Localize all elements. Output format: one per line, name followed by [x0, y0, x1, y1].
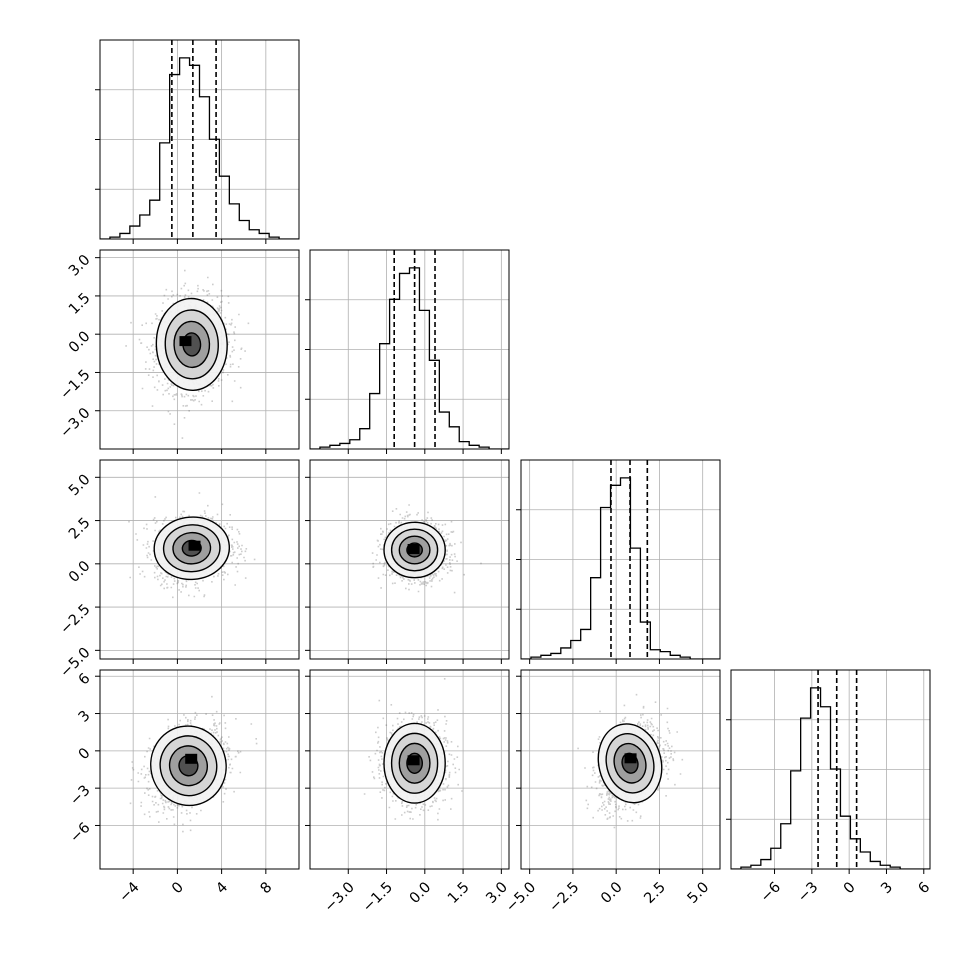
- panel-3-3: [726, 669, 931, 874]
- x-tick-label: 8: [258, 879, 276, 897]
- x-tick-label: −5.0: [503, 879, 539, 915]
- histogram-step: [731, 687, 930, 869]
- y-tick-label: −5.0: [57, 645, 93, 681]
- x-tick-label: 0: [169, 879, 187, 897]
- histogram-step: [310, 267, 509, 449]
- density-layer: [363, 678, 463, 821]
- y-tick-label: −3.0: [57, 405, 93, 441]
- panel-border: [730, 669, 931, 870]
- histogram-step: [100, 57, 299, 239]
- y-tick-label: −2.5: [57, 601, 93, 637]
- density-peak: [179, 336, 192, 347]
- y-tick-label: −6: [67, 820, 93, 846]
- panel-border: [520, 669, 721, 870]
- x-tick-label: 0: [841, 879, 859, 897]
- density-layer: [128, 492, 256, 599]
- panel-border: [309, 459, 510, 660]
- panel-1-1: [305, 249, 510, 454]
- y-tick-label: 3: [76, 708, 94, 726]
- x-tick-label: −2.5: [546, 879, 582, 915]
- x-tick-label: 2.5: [641, 879, 669, 907]
- y-tick-label: 2.5: [66, 515, 94, 543]
- histogram-step: [521, 477, 720, 659]
- y-tick-label: −3: [67, 782, 93, 808]
- panel-0-0: [95, 39, 300, 244]
- x-tick-label: 4: [213, 879, 231, 897]
- panel-border: [99, 39, 300, 240]
- x-tick-label: 1.5: [445, 879, 473, 907]
- x-tick-label: −1.5: [360, 879, 396, 915]
- panel-border: [520, 459, 721, 660]
- x-tick-label: −3.0: [322, 879, 358, 915]
- y-tick-label: 0.0: [66, 329, 94, 357]
- density-layer: [125, 269, 250, 439]
- panel-1-0: [95, 249, 300, 454]
- x-tick-label: −4: [116, 879, 142, 905]
- x-tick-label: −3: [795, 879, 821, 905]
- y-tick-label: 3.0: [66, 252, 94, 280]
- panel-3-1: [305, 669, 510, 874]
- x-tick-label: −6: [758, 879, 784, 905]
- density-peak: [185, 753, 198, 764]
- density-peak: [624, 753, 637, 764]
- panel-2-2: [516, 459, 721, 664]
- panel-border: [309, 249, 510, 450]
- density-peak: [407, 755, 420, 766]
- y-tick-label: 6: [76, 671, 94, 689]
- panel-border: [99, 669, 300, 870]
- density-peak: [407, 543, 420, 554]
- density-layer: [129, 695, 258, 833]
- panel-2-1: [305, 459, 510, 664]
- y-tick-label: −1.5: [57, 367, 93, 403]
- x-tick-label: 0.0: [407, 879, 435, 907]
- x-tick-label: 5.0: [685, 879, 713, 907]
- y-tick-label: 1.5: [66, 290, 94, 318]
- panel-border: [99, 459, 300, 660]
- x-tick-label: 3: [878, 879, 896, 897]
- density-layer: [577, 693, 684, 829]
- x-tick-label: 0.0: [598, 879, 626, 907]
- panel-border: [99, 249, 300, 450]
- panel-2-0: [95, 459, 300, 664]
- panel-3-2: [516, 669, 721, 874]
- y-tick-label: 5.0: [66, 472, 94, 500]
- density-layer: [371, 504, 482, 594]
- panel-border: [309, 669, 510, 870]
- density-peak: [188, 540, 201, 551]
- panel-3-0: [95, 669, 300, 874]
- x-tick-label: 6: [916, 879, 934, 897]
- y-tick-label: 0: [76, 745, 94, 763]
- y-tick-label: 0.0: [66, 558, 94, 586]
